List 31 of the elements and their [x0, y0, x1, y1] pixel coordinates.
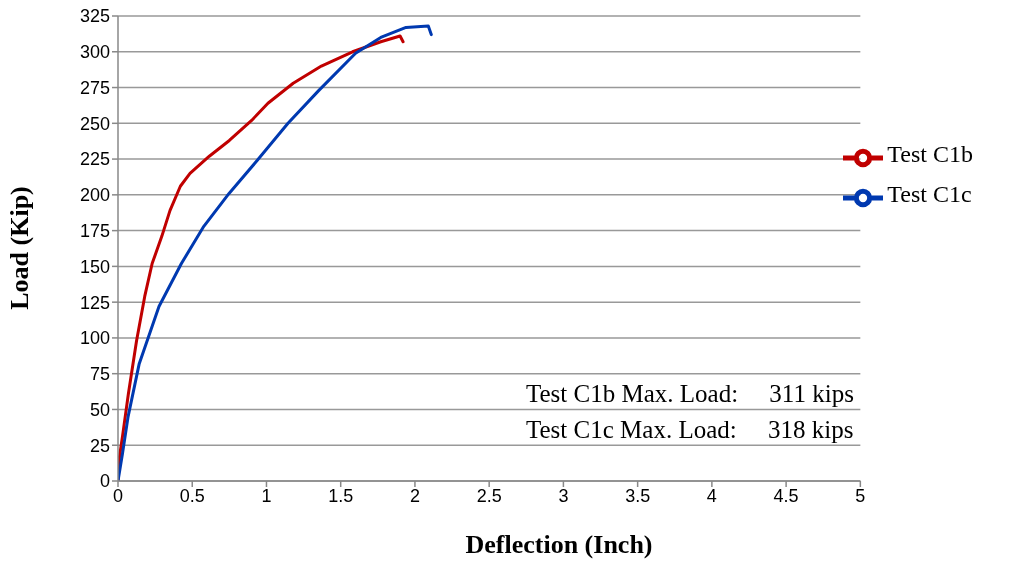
legend-label: Test C1c — [887, 180, 972, 207]
annotation: Test C1c Max. Load: 318 kips — [526, 415, 854, 445]
x-tick-label: 3 — [558, 485, 569, 506]
x-tick-label: 1.5 — [328, 485, 354, 506]
y-tick-label: 275 — [79, 77, 110, 98]
x-tick-label: 2 — [409, 485, 420, 506]
y-tick-label: 325 — [79, 6, 110, 27]
y-tick-label: 50 — [89, 399, 110, 420]
x-tick-label: 4.5 — [773, 485, 799, 506]
y-tick-label: 200 — [79, 185, 110, 206]
y-tick-label: 300 — [79, 42, 110, 63]
x-tick-label: 5 — [855, 485, 866, 506]
x-tick-label: 0 — [112, 485, 124, 506]
y-tick-label: 125 — [79, 292, 110, 313]
x-tick-label: 3.5 — [625, 485, 651, 506]
y-tick-label: 0 — [99, 471, 110, 492]
x-tick-label: 2.5 — [476, 485, 502, 506]
x-axis-title: Deflection (Inch) — [464, 530, 654, 560]
y-axis-title: Load (Kip) — [5, 186, 35, 310]
annotation: Test C1b Max. Load: 311 kips — [526, 379, 854, 409]
x-tick-label: 4 — [706, 485, 717, 506]
legend-label: Test C1b — [887, 140, 973, 167]
x-tick-label: 1 — [261, 485, 272, 506]
y-tick-label: 25 — [89, 435, 110, 456]
y-tick-label: 175 — [79, 221, 110, 242]
y-tick-label: 100 — [79, 328, 110, 349]
y-tick-label: 225 — [79, 149, 110, 170]
y-tick-label: 150 — [79, 256, 110, 277]
y-tick-label: 250 — [79, 113, 110, 134]
y-tick-label: 75 — [89, 364, 110, 385]
x-tick-label: 0.5 — [179, 485, 205, 506]
